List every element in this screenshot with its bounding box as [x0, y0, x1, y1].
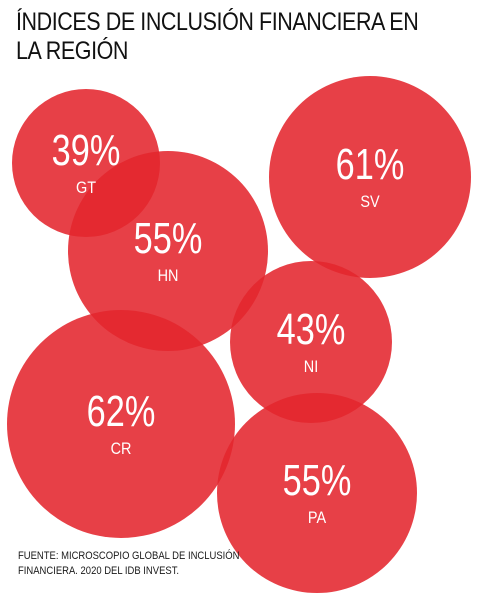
bubble-ni — [230, 261, 392, 423]
bubble-value-hn: 55% — [134, 214, 203, 263]
bubble-pa — [217, 393, 417, 593]
bubble-cr — [7, 310, 235, 538]
bubble-value-cr: 62% — [87, 387, 156, 436]
bubble-label-pa: PA — [308, 509, 327, 527]
bubble-value-gt: 39% — [52, 126, 121, 175]
bubble-sv — [269, 76, 471, 278]
chart-title-line-1: ÍNDICES DE INCLUSIÓN FINANCIERA EN — [16, 8, 419, 36]
source-note-line-2: FINANCIERA. 2020 DEL IDB INVEST. — [18, 565, 180, 577]
chart-title: ÍNDICES DE INCLUSIÓN FINANCIERA EN LA RE… — [16, 8, 419, 66]
bubble-label-hn: HN — [158, 267, 179, 285]
bubble-label-gt: GT — [76, 179, 96, 197]
bubble-label-cr: CR — [111, 440, 132, 458]
bubble-label-ni: NI — [304, 358, 318, 376]
source-note: FUENTE: MICROSCOPIO GLOBAL DE INCLUSIÓN … — [18, 549, 276, 579]
bubble-value-ni: 43% — [277, 305, 346, 354]
bubble-value-pa: 55% — [283, 456, 352, 505]
bubble-hn — [68, 151, 268, 351]
bubble-value-sv: 61% — [336, 140, 405, 189]
source-note-line-1: FUENTE: MICROSCOPIO GLOBAL DE INCLUSIÓN — [18, 550, 240, 562]
chart-title-line-2: LA REGIÓN — [16, 37, 129, 65]
bubble-label-sv: SV — [360, 193, 380, 211]
